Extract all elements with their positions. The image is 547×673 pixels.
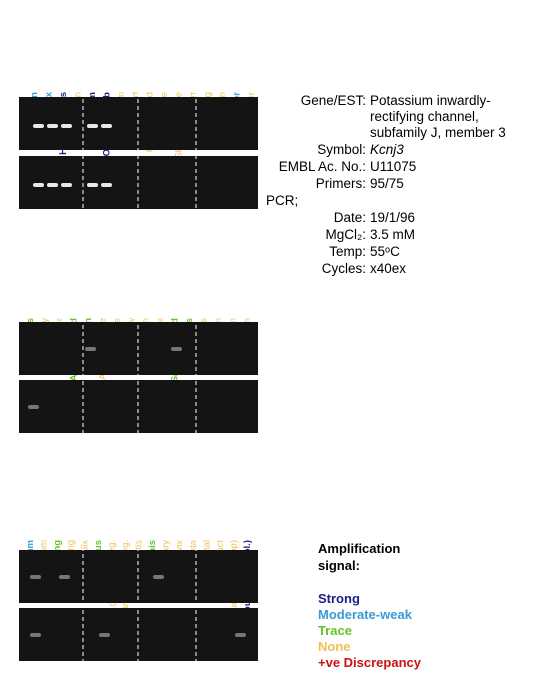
info-value: rectifying channel, — [370, 109, 479, 124]
legend-item: Trace — [318, 623, 352, 638]
info-key: Temp: — [329, 244, 366, 259]
info-value: subfamily J, member 3 — [370, 125, 506, 140]
gel-band — [47, 124, 58, 128]
info-value: 95/75 — [370, 176, 404, 191]
info-key: MgCl₂: — [326, 227, 367, 242]
info-value: x40ex — [370, 261, 406, 276]
gel-band — [153, 575, 164, 579]
gel-band — [61, 124, 72, 128]
legend-item: +ve Discrepancy — [318, 655, 422, 670]
legend-title: Amplification — [318, 541, 400, 556]
info-value: 55ᵒC — [370, 244, 400, 259]
legend-item: None — [318, 639, 351, 654]
info-value: U11075 — [370, 159, 416, 174]
info-key: Primers: — [316, 176, 366, 191]
gel-band — [61, 183, 72, 187]
gel-band — [28, 405, 39, 409]
info-value: Potassium inwardly- — [370, 93, 491, 108]
gel-band — [99, 633, 110, 637]
gel-band — [235, 633, 246, 637]
info-value: 3.5 mM — [370, 227, 415, 242]
gel-band — [87, 183, 98, 187]
legend-item: Moderate-weak — [318, 607, 413, 622]
gel-band — [171, 347, 182, 351]
gel-band — [87, 124, 98, 128]
gel-band — [101, 183, 112, 187]
info-key: EMBL Ac. No.: — [279, 159, 366, 174]
info-key: Symbol: — [317, 142, 366, 157]
gel-band — [47, 183, 58, 187]
info-key: Cycles: — [322, 261, 366, 276]
gel-band — [33, 124, 44, 128]
gel-band — [59, 575, 70, 579]
gel-band — [85, 347, 96, 351]
pcr-heading: PCR; — [266, 193, 298, 208]
info-value: Kcnj3 — [370, 142, 404, 157]
gel-band — [101, 124, 112, 128]
info-key: Gene/EST: — [301, 93, 366, 108]
gel-band — [30, 633, 41, 637]
info-key: Date: — [334, 210, 366, 225]
legend-title: signal: — [318, 558, 360, 573]
gel-band — [30, 575, 41, 579]
gel-band — [33, 183, 44, 187]
info-value: 19/1/96 — [370, 210, 415, 225]
legend-item: Strong — [318, 591, 360, 606]
